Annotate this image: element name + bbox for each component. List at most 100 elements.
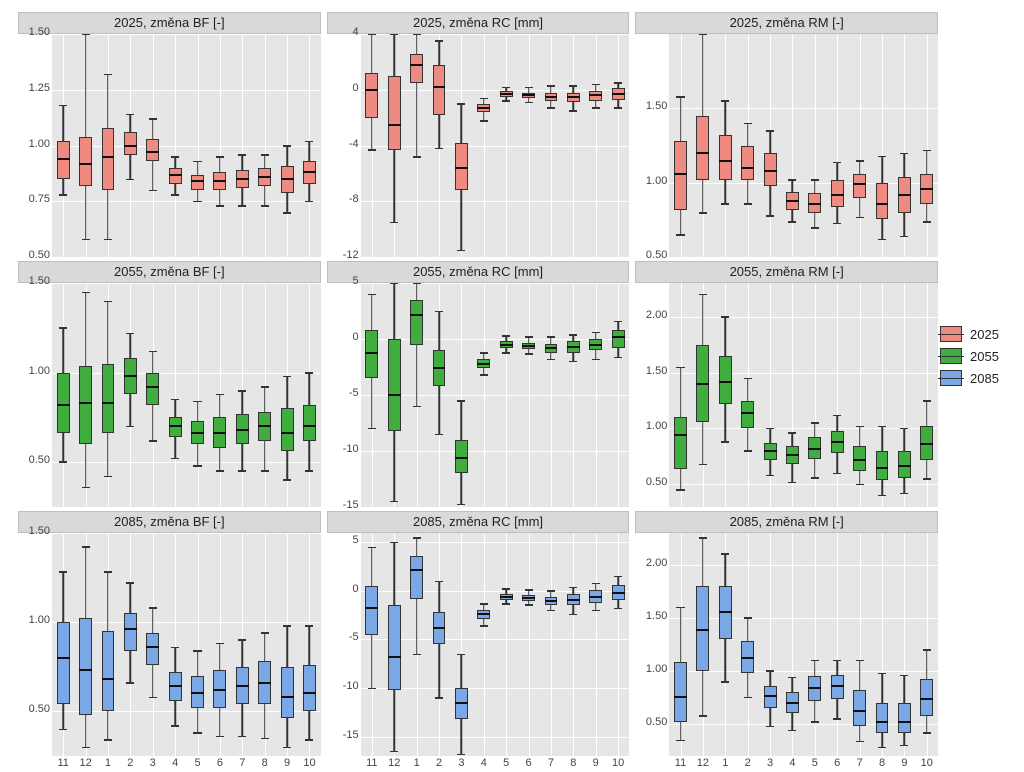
y-tick-label: 1.00	[646, 420, 667, 432]
boxplot	[762, 34, 778, 257]
boxplot	[852, 34, 868, 257]
y-tick-label: 2.00	[646, 557, 667, 569]
boxplot	[257, 34, 273, 257]
panel-7: 2085, změna RC [mm]-15-10-50511121234567…	[327, 511, 630, 756]
boxplot	[212, 533, 228, 756]
boxplot	[588, 283, 604, 506]
boxplot	[919, 34, 935, 257]
boxplot	[762, 533, 778, 756]
boxplot	[55, 533, 71, 756]
x-tick-label: 6	[526, 757, 532, 769]
panel-title: 2085, změna RC [mm]	[327, 511, 630, 533]
plot-area	[669, 34, 938, 257]
y-tick-label: 1.25	[29, 82, 50, 94]
boxplot	[672, 34, 688, 257]
y-axis: 0.501.001.50	[18, 281, 52, 506]
boxplot	[919, 533, 935, 756]
y-tick-label: -15	[343, 499, 359, 511]
boxplot	[543, 34, 559, 257]
boxplot	[364, 533, 380, 756]
y-tick-label: 1.00	[29, 138, 50, 150]
boxplot	[874, 283, 890, 506]
boxplot	[189, 283, 205, 506]
boxplot	[122, 34, 138, 257]
boxplot	[279, 283, 295, 506]
x-tick-label: 2	[745, 757, 751, 769]
boxplot	[610, 283, 626, 506]
boxplot	[409, 283, 425, 506]
boxplot	[476, 34, 492, 257]
y-tick-label: -10	[343, 680, 359, 692]
y-tick-label: 5	[353, 275, 359, 287]
plot-area	[52, 533, 321, 756]
boxplot	[78, 283, 94, 506]
boxplot	[695, 533, 711, 756]
boxplot	[257, 283, 273, 506]
x-tick-label: 6	[217, 757, 223, 769]
x-tick-label: 9	[593, 757, 599, 769]
y-tick-label: 5	[353, 534, 359, 546]
boxplot	[301, 283, 317, 506]
boxplot	[55, 283, 71, 506]
boxplot	[498, 283, 514, 506]
x-tick-label: 5	[194, 757, 200, 769]
panel-3: 2055, změna BF [-]0.501.001.50	[18, 261, 321, 506]
y-tick-label: 1.50	[29, 275, 50, 287]
y-axis: -15-10-505	[327, 281, 361, 506]
legend-label: 2025	[970, 327, 999, 342]
x-tick-label: 8	[262, 757, 268, 769]
y-tick-label: 1.50	[29, 525, 50, 537]
boxplot	[386, 283, 402, 506]
plot-area	[361, 34, 630, 257]
boxplot	[896, 34, 912, 257]
x-axis: 111212345678910	[669, 756, 938, 772]
boxplot	[498, 34, 514, 257]
legend-item: 2025	[940, 326, 1010, 342]
boxplot	[386, 533, 402, 756]
x-tick-label: 1	[105, 757, 111, 769]
boxplot	[167, 283, 183, 506]
x-tick-label: 12	[79, 757, 91, 769]
boxplot	[100, 283, 116, 506]
panel-8: 2085, změna RM [-]0.501.001.502.00111212…	[635, 511, 938, 756]
x-tick-label: 8	[879, 757, 885, 769]
y-tick-label: -4	[349, 138, 359, 150]
boxplot	[784, 34, 800, 257]
boxplot	[807, 34, 823, 257]
x-tick-label: 12	[697, 757, 709, 769]
boxplot	[122, 283, 138, 506]
x-axis: 111212345678910	[361, 756, 630, 772]
boxplot	[695, 283, 711, 506]
x-tick-label: 4	[481, 757, 487, 769]
x-tick-label: 4	[172, 757, 178, 769]
boxplot	[212, 34, 228, 257]
boxplot	[145, 533, 161, 756]
boxplot	[740, 283, 756, 506]
boxplot	[521, 533, 537, 756]
boxplot	[476, 533, 492, 756]
y-tick-label: 0.50	[646, 716, 667, 728]
y-tick-label: -5	[349, 387, 359, 399]
y-tick-label: 1.00	[646, 175, 667, 187]
boxplot	[257, 533, 273, 756]
y-tick-label: 2.00	[646, 309, 667, 321]
x-axis: 111212345678910	[52, 756, 321, 772]
panel-title: 2025, změna RM [-]	[635, 12, 938, 34]
boxplot	[234, 283, 250, 506]
y-axis: 0.501.001.50	[635, 32, 669, 257]
boxplot	[874, 34, 890, 257]
panel-title: 2085, změna RM [-]	[635, 511, 938, 533]
panel-5: 2055, změna RM [-]0.501.001.502.00	[635, 261, 938, 506]
boxplot	[672, 533, 688, 756]
boxplot	[521, 283, 537, 506]
boxplot	[565, 533, 581, 756]
y-tick-label: 0.50	[29, 454, 50, 466]
legend-item: 2055	[940, 348, 1010, 364]
x-tick-label: 11	[57, 757, 68, 769]
y-tick-label: 1.50	[646, 365, 667, 377]
x-tick-label: 9	[284, 757, 290, 769]
boxplot	[695, 34, 711, 257]
legend-item: 2085	[940, 370, 1010, 386]
boxplot	[852, 283, 868, 506]
y-tick-label: 1.50	[29, 26, 50, 38]
